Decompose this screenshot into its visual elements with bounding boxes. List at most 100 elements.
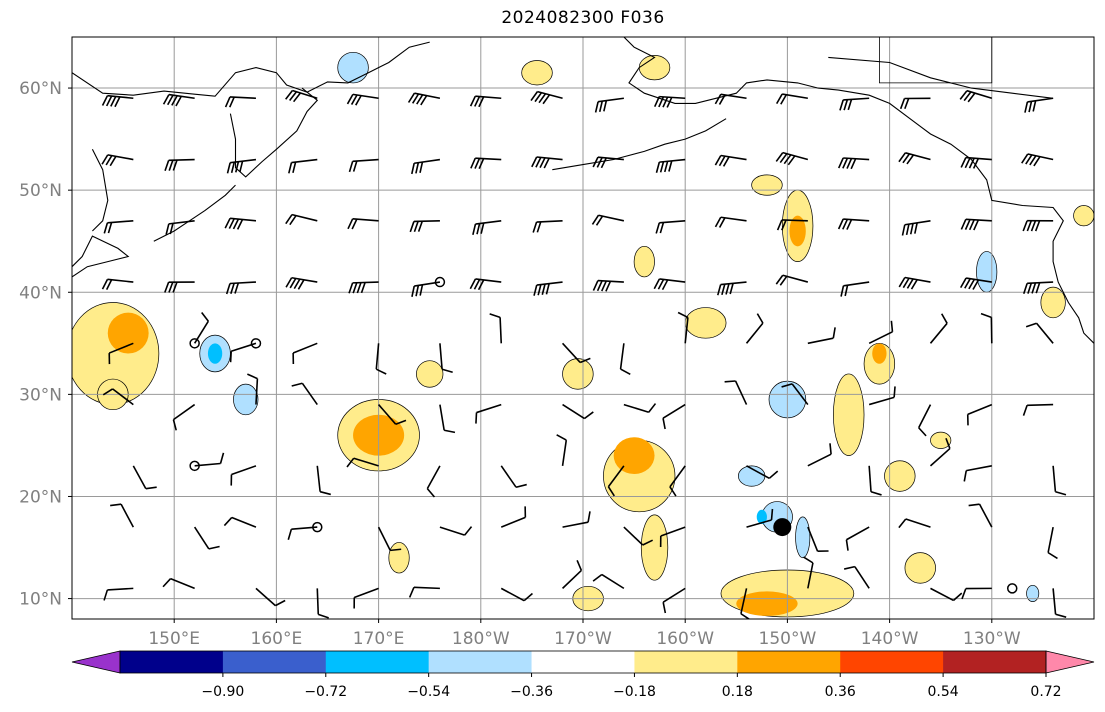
- field-contour-32: [337, 51, 369, 84]
- field-contour-37: [795, 516, 811, 559]
- wind-barb-46: [963, 465, 992, 482]
- wind-barb-99: [285, 213, 318, 226]
- wind-barb-77: [929, 313, 948, 344]
- wind-barb-22: [500, 506, 527, 528]
- wind-barb-27: [807, 526, 829, 553]
- colorbar-tick-label-5: 0.18: [722, 684, 753, 700]
- colorbar-segment-4: [531, 651, 635, 673]
- field-contour-31: [233, 383, 259, 416]
- wind-barb-104: [591, 214, 625, 226]
- wind-barb-64: [108, 342, 134, 365]
- wind-barb-75: [807, 327, 836, 345]
- wind-barb-133: [407, 92, 441, 106]
- field-contour-38: [976, 251, 998, 293]
- wind-barb-8: [592, 573, 625, 590]
- wind-barb-40: [607, 465, 625, 497]
- gridlines: [72, 37, 1094, 619]
- wind-barb-140: [839, 97, 870, 111]
- wind-barb-123: [775, 151, 809, 166]
- field-contour-24: [1040, 286, 1066, 319]
- wind-barb-79: [1025, 322, 1054, 344]
- wind-barb-54: [475, 403, 502, 424]
- wind-barb-81: [164, 281, 195, 293]
- border-canada: [879, 37, 993, 84]
- wind-barb-29: [898, 518, 931, 529]
- wind-barb-88: [592, 279, 624, 292]
- lon-tick-label-4: 170°W: [554, 629, 612, 649]
- wind-barb-112: [101, 154, 134, 167]
- field-contour-15: [751, 174, 783, 196]
- wind-barb-38: [500, 465, 527, 488]
- wind-barb-41: [669, 465, 686, 497]
- wind-barb-24: [623, 526, 654, 546]
- field-contour-6: [388, 542, 410, 574]
- wind-barb-70: [489, 313, 503, 344]
- storm-center-marker: [773, 518, 792, 537]
- wind-barb-108: [837, 218, 870, 230]
- wind-barb-127: [1021, 153, 1054, 167]
- wind-barb-30: [968, 503, 993, 528]
- wind-barb-143: [1024, 97, 1054, 113]
- wind-barb-52: [377, 404, 407, 425]
- wind-barb-71: [561, 342, 591, 364]
- coastlines: [72, 37, 1094, 344]
- wind-barb-60: [868, 386, 896, 406]
- wind-barb-68: [375, 343, 387, 375]
- wind-barb-102: [472, 219, 502, 235]
- wind-barb-106: [714, 216, 747, 228]
- wind-barb-118: [470, 157, 502, 170]
- wind-barb-121: [655, 158, 686, 173]
- wind-barb-131: [285, 89, 318, 103]
- wind-barb-34: [230, 465, 257, 486]
- lat-tick-label-3: 40°N: [19, 283, 62, 303]
- wind-barb-117: [411, 158, 441, 175]
- colorbar-tick-label-8: 0.72: [1030, 684, 1061, 700]
- wind-barb-93: [898, 276, 931, 290]
- wind-barb-48: [102, 388, 134, 406]
- field-contour-36: [756, 509, 767, 525]
- wind-barb-100: [347, 218, 379, 230]
- wind-barb-83: [285, 276, 318, 290]
- calm-station-5: [1006, 583, 1018, 594]
- wind-barb-116: [348, 158, 379, 173]
- wind-barb-134: [469, 95, 502, 108]
- wind-barb-32: [132, 465, 157, 490]
- lon-tick-label-7: 140°W: [861, 629, 919, 649]
- field-contour-12: [684, 307, 727, 339]
- colorbar-segment-2: [325, 651, 430, 673]
- field-contour-18: [833, 373, 865, 456]
- wind-barb-101: [409, 219, 440, 233]
- field-contour-27: [521, 60, 553, 86]
- wind-barb-92: [840, 281, 870, 297]
- wind-barb-107: [776, 219, 808, 231]
- precip-field-layer: [72, 51, 1094, 618]
- calm-station-1: [250, 338, 262, 349]
- wind-barb-89: [653, 278, 686, 291]
- wind-barb-139: [775, 93, 808, 105]
- wind-barb-39: [556, 434, 568, 466]
- wind-barb-44: [868, 465, 882, 496]
- colorbar-tick-label-7: 0.54: [928, 684, 959, 700]
- lat-tick-label-5: 60°N: [19, 79, 62, 99]
- wind-barb-136: [594, 97, 624, 113]
- wind-barb-5: [408, 586, 440, 598]
- field-contour-30: [207, 343, 223, 364]
- colorbar-segment-0: [120, 651, 224, 673]
- wind-barb-43: [807, 443, 832, 467]
- wind-barb-130: [224, 96, 257, 108]
- wind-barb-36: [346, 457, 379, 468]
- calm-station-2: [189, 460, 200, 472]
- wind-barb-129: [162, 93, 195, 107]
- calm-station-4: [434, 276, 446, 288]
- lat-tick-label-2: 30°N: [19, 385, 62, 405]
- wind-barb-18: [223, 516, 257, 528]
- wind-barb-124: [837, 157, 870, 170]
- wind-barb-61: [917, 404, 932, 437]
- lon-tick-label-0: 150°E: [148, 629, 200, 649]
- wind-barb-78: [980, 312, 993, 344]
- wind-barb-135: [530, 90, 563, 105]
- wind-barb-23: [562, 511, 591, 528]
- wind-barb-95: [1022, 281, 1054, 295]
- wind-barb-76: [868, 320, 894, 345]
